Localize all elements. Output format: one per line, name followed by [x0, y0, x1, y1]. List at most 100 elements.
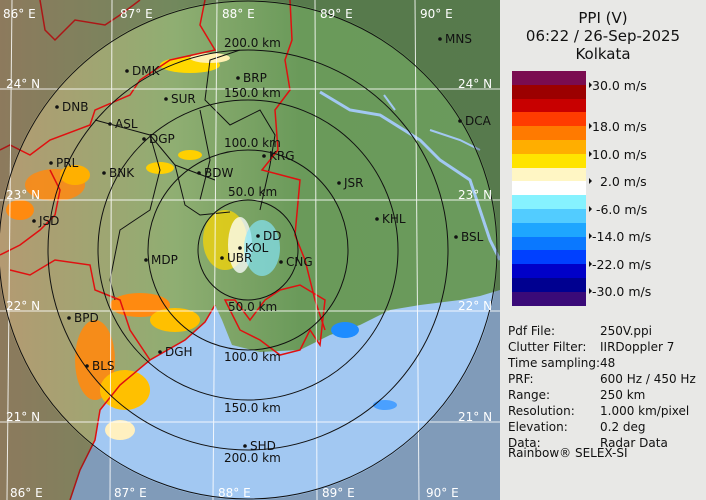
range-label: 150.0 km [224, 86, 281, 100]
river [383, 94, 481, 151]
info-row: Range: 250 km [508, 388, 645, 402]
city-label: ASL [115, 117, 138, 131]
city-dot [55, 105, 59, 109]
range-label: 100.0 km [224, 136, 281, 150]
info-key: Data: [508, 436, 541, 450]
colorbar-label: -14.0 m/s [592, 229, 652, 244]
city-dot [49, 161, 53, 165]
lat-label: 22° N [458, 299, 492, 313]
lon-label: 88° E [222, 7, 255, 21]
info-row: Time sampling: 48 [508, 356, 615, 370]
river [319, 90, 500, 261]
city-dot [236, 76, 240, 80]
colorbar-tick [589, 261, 592, 267]
info-key: Time sampling: [508, 356, 601, 370]
lat-label: 24° N [6, 77, 40, 91]
info-row: Resolution: 1.000 km/pixel [508, 404, 689, 418]
lon-label: 87° E [120, 7, 153, 21]
city-dot [142, 137, 146, 141]
lon-label: 86° E [3, 7, 36, 21]
range-label: 50.0 km [228, 185, 277, 199]
info-row: Data: Radar Data [508, 436, 668, 450]
city-label: SHD [250, 439, 276, 453]
city-dot [158, 350, 162, 354]
info-key: Clutter Filter: [508, 340, 587, 354]
colorbar-band [512, 181, 586, 196]
colorbar-band [512, 153, 586, 168]
lat-label: 22° N [6, 299, 40, 313]
info-value: 48 [600, 356, 616, 370]
colorbar-band [512, 277, 586, 292]
info-key: Range: [508, 388, 551, 402]
lon-label: 86° E [10, 486, 43, 500]
city-label: BNK [109, 166, 135, 180]
info-value: Radar Data [600, 436, 668, 450]
info-value: 250V.ppi [600, 324, 652, 338]
city-label: CNG [286, 255, 313, 269]
info-key: Resolution: [508, 404, 575, 418]
colorbar-band [512, 167, 586, 182]
radar-echoes [6, 53, 397, 440]
district-boundaries [94, 49, 276, 301]
colorbar-label: 2.0 m/s [592, 174, 647, 189]
colorbar-label: 18.0 m/s [592, 119, 647, 134]
city-dot [220, 256, 224, 260]
lat-label: 24° N [458, 77, 492, 91]
city-label: MDP [151, 253, 178, 267]
range-label: 150.0 km [224, 401, 281, 415]
city-label: DMK [132, 64, 161, 78]
city-dot [32, 219, 36, 223]
colorbar-band [512, 139, 586, 154]
city-label: KOL [245, 241, 269, 255]
city-label: UBR [227, 251, 252, 265]
city-dot [375, 217, 379, 221]
range-label: 200.0 km [224, 36, 281, 50]
info-key: PRF: [508, 372, 534, 386]
city-dot [125, 69, 129, 73]
colorbar-band [512, 126, 586, 140]
city-dot [454, 235, 458, 239]
colorbar-band [512, 71, 586, 85]
product-title: PPI (V) [578, 9, 628, 27]
datetime: 06:22 / 26-Sep-2025 [525, 27, 681, 45]
info-value: IIRDoppler 7 [600, 340, 675, 354]
info-row: PRF: 600 Hz / 450 Hz [508, 372, 696, 386]
info-key: Pdf File: [508, 324, 556, 338]
lat-label: 21° N [458, 410, 492, 424]
info-value: 250 km [600, 388, 646, 402]
info-row: Elevation: 0.2 deg [508, 420, 646, 434]
city-markers: DMK BRP SUR DNB ASL DGP KRG PRL BNK BDW JSR JSD KHL D… [32, 32, 492, 453]
city-dot [85, 364, 89, 368]
colorbar-band [512, 291, 586, 306]
city-dot [102, 171, 106, 175]
colorbar-tick [589, 233, 592, 239]
city-label: DD [263, 229, 281, 243]
colorbar-tick [589, 178, 592, 184]
city-label: BRP [243, 71, 267, 85]
city-dot [438, 37, 442, 41]
colorbar-band [512, 112, 586, 127]
lon-label: 87° E [114, 486, 147, 500]
city-dot [243, 444, 247, 448]
info-row: Pdf File: 250V.ppi [508, 324, 652, 338]
out-of-range-mask [0, 0, 500, 500]
info-value: 1.000 km/pixel [600, 404, 690, 418]
info-value: 0.2 deg [600, 420, 646, 434]
city-label: BDW [204, 166, 233, 180]
grid-labels: 86° E 87° E 88° E 89° E 90° E 86° E 87° … [3, 7, 492, 500]
range-label: 50.0 km [228, 300, 277, 314]
info-value: 600 Hz / 450 Hz [600, 372, 696, 386]
city-dot [262, 154, 266, 158]
colorbar-band [512, 208, 586, 223]
lat-label: 23° N [6, 188, 40, 202]
city-dot [144, 258, 148, 262]
city-label: BLS [92, 359, 115, 373]
city-label: KRG [269, 149, 295, 163]
colorbar-band [512, 84, 586, 99]
colorbar-label: -6.0 m/s [592, 202, 648, 217]
lon-label: 89° E [320, 7, 353, 21]
colorbar-band [512, 98, 586, 113]
city-label: SUR [171, 92, 196, 106]
colorbar-label: 30.0 m/s [592, 78, 647, 93]
city-label: DCA [465, 114, 492, 128]
